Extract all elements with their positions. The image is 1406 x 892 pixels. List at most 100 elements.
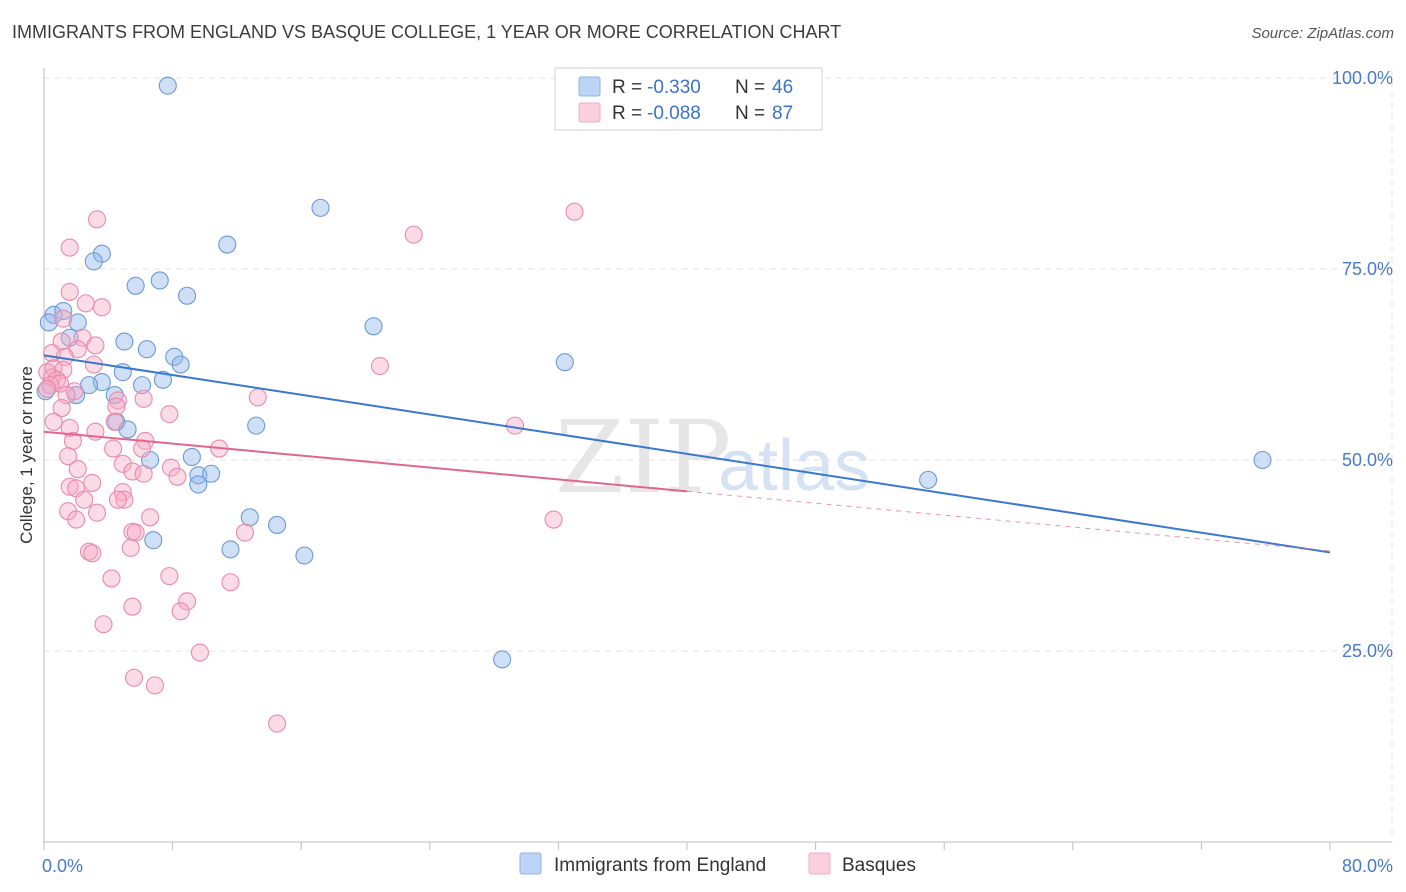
legend-r-value-basques: -0.088	[647, 103, 701, 124]
series-legend: Immigrants from England Basques	[519, 852, 916, 876]
trend-lines	[43, 354, 1331, 554]
data-point	[544, 510, 563, 529]
data-point	[190, 643, 209, 662]
data-point	[493, 650, 512, 669]
data-point	[268, 515, 287, 534]
data-point	[202, 464, 221, 483]
data-point	[221, 540, 240, 559]
data-point	[404, 225, 423, 244]
data-point	[75, 490, 94, 509]
data-point	[38, 379, 57, 398]
data-point	[123, 462, 142, 481]
data-point	[178, 592, 197, 611]
data-point	[1253, 450, 1272, 470]
chart-source: Source: ZipAtlas.com	[1251, 25, 1394, 42]
data-point	[60, 477, 79, 496]
data-point	[150, 271, 169, 290]
data-point	[104, 439, 123, 458]
data-point	[108, 391, 127, 410]
chart-title: IMMIGRANTS FROM ENGLAND VS BASQUE COLLEG…	[12, 22, 841, 42]
data-point	[178, 286, 197, 305]
trend-line-basques	[43, 430, 688, 493]
data-point	[160, 567, 179, 586]
data-point	[141, 508, 160, 527]
data-point	[247, 416, 266, 435]
data-point	[52, 398, 71, 418]
data-point	[370, 356, 390, 376]
data-point	[79, 542, 99, 561]
data-point	[126, 523, 145, 542]
y-axis-label: College, 1 year or more	[17, 366, 36, 544]
legend-n-value-england: 46	[772, 77, 793, 98]
data-point	[84, 252, 103, 271]
data-point	[165, 347, 184, 366]
data-point	[102, 569, 121, 588]
data-point	[268, 714, 287, 733]
x-ticks	[43, 842, 1331, 850]
data-point	[83, 544, 102, 563]
data-point	[68, 460, 87, 479]
data-point	[158, 76, 177, 95]
gridlines	[44, 70, 1393, 842]
watermark-atlas: atlas	[718, 426, 870, 506]
data-point	[60, 282, 79, 301]
data-point	[565, 202, 584, 221]
data-point	[134, 464, 153, 483]
y-tick-label-2: 75.0%	[1342, 259, 1393, 279]
data-point	[124, 668, 144, 687]
data-point	[144, 531, 163, 550]
watermark: ZIP atlas	[555, 399, 870, 516]
data-point	[145, 676, 164, 695]
data-point	[248, 388, 267, 407]
data-point	[153, 370, 173, 389]
legend-swatch-england	[578, 76, 601, 97]
series-legend-label-england: Immigrants from England	[554, 855, 766, 876]
legend-r-label-basques: R =	[612, 103, 642, 124]
data-point	[113, 454, 132, 473]
data-point	[168, 467, 187, 486]
data-point	[105, 412, 124, 431]
y-tick-labels: 25.0% 50.0% 75.0% 100.0%	[1332, 68, 1393, 661]
data-point	[54, 309, 73, 328]
x-tick-labels: 0.0% 80.0%	[42, 856, 1393, 876]
data-point	[364, 317, 383, 336]
data-point	[86, 336, 105, 355]
data-point	[60, 238, 79, 257]
series-basques	[38, 202, 584, 733]
data-point	[919, 470, 938, 489]
data-point	[54, 301, 73, 321]
x-tick-label-1: 80.0%	[1342, 856, 1393, 876]
data-point	[126, 276, 145, 295]
data-point	[161, 458, 181, 477]
data-point	[67, 510, 86, 529]
data-point	[240, 508, 259, 527]
data-point	[87, 210, 107, 229]
data-point	[94, 615, 113, 634]
data-point	[133, 439, 152, 458]
y-tick-label-0: 25.0%	[1342, 641, 1393, 661]
legend-swatch-basques	[578, 102, 601, 123]
data-point	[555, 353, 574, 372]
data-point	[295, 546, 314, 565]
data-point	[108, 490, 127, 509]
watermark-zip: ZIP	[555, 399, 731, 516]
data-point	[107, 397, 126, 416]
x-tick-label-0: 0.0%	[42, 856, 83, 876]
series-legend-swatch-england	[519, 852, 542, 875]
legend-n-label-basques: N =	[735, 103, 765, 124]
legend-n-label-england: N =	[735, 77, 765, 98]
data-point	[44, 412, 63, 431]
data-point	[221, 573, 240, 592]
axes	[43, 68, 1392, 843]
data-point	[92, 298, 111, 317]
data-point	[134, 389, 153, 408]
data-point	[87, 503, 107, 522]
data-point	[121, 538, 140, 557]
data-point	[311, 198, 330, 217]
legend-n-value-basques: 87	[772, 103, 793, 124]
data-point	[235, 523, 254, 542]
series-legend-swatch-basques	[808, 852, 831, 875]
series-legend-label-basques: Basques	[842, 855, 916, 876]
data-point	[39, 313, 58, 332]
